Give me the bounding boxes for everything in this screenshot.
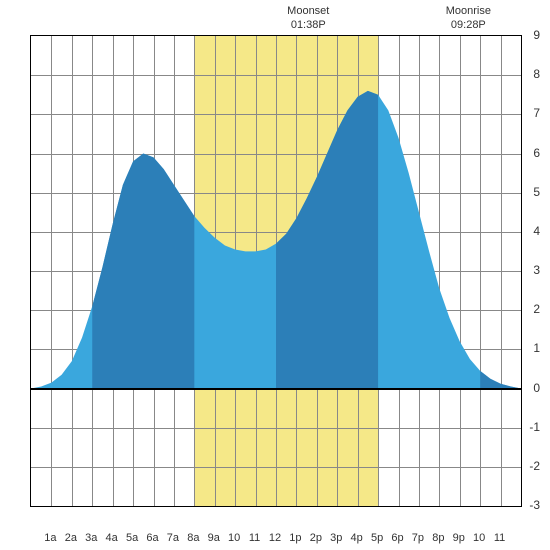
x-tick-label: 5a (126, 532, 138, 544)
zero-line (31, 388, 521, 390)
x-tick-label: 10 (228, 532, 240, 544)
x-tick-label: 9a (208, 532, 220, 544)
y-tick-label: 5 (533, 185, 540, 199)
x-tick-label: 8a (187, 532, 199, 544)
moon-annotation-time: 09:28P (446, 18, 491, 32)
y-tick-label: 8 (533, 67, 540, 81)
y-tick-label: 2 (533, 302, 540, 316)
y-tick-label: -1 (529, 420, 540, 434)
x-tick-label: 2p (310, 532, 322, 544)
x-tick-label: 5p (371, 532, 383, 544)
x-tick-label: 11 (494, 532, 505, 544)
x-tick-label: 7p (412, 532, 424, 544)
x-tick-label: 4p (351, 532, 363, 544)
tide-curve (31, 36, 521, 506)
moon-annotation-time: 01:38P (287, 18, 329, 32)
y-tick-label: 1 (533, 341, 540, 355)
x-tick-label: 8p (432, 532, 444, 544)
x-tick-label: 10 (473, 532, 485, 544)
moon-annotation-label: Moonrise (446, 5, 491, 17)
x-tick-label: 9p (453, 532, 465, 544)
plot-area (30, 35, 522, 507)
y-tick-label: 6 (533, 146, 540, 160)
y-tick-label: 9 (533, 28, 540, 42)
moon-annotation-label: Moonset (287, 5, 329, 17)
x-tick-label: 3p (330, 532, 342, 544)
y-tick-label: 0 (533, 381, 540, 395)
x-tick-label: 6a (146, 532, 158, 544)
x-tick-label: 3a (85, 532, 97, 544)
moon-annotation: Moonset01:38P (287, 4, 329, 33)
x-tick-label: 7a (167, 532, 179, 544)
x-tick-label: 1p (289, 532, 301, 544)
y-tick-label: -3 (529, 498, 540, 512)
y-tick-label: 4 (533, 224, 540, 238)
x-tick-label: 6p (391, 532, 403, 544)
moon-annotation: Moonrise09:28P (446, 4, 491, 33)
x-tick-label: 4a (106, 532, 118, 544)
x-tick-label: 12 (269, 532, 281, 544)
y-tick-label: 3 (533, 263, 540, 277)
x-tick-label: 1a (44, 532, 56, 544)
x-tick-label: 2a (65, 532, 77, 544)
y-tick-label: -2 (529, 459, 540, 473)
x-tick-label: 11 (249, 532, 260, 544)
y-tick-label: 7 (533, 106, 540, 120)
tide-chart: Moonset01:38PMoonrise09:28P -3-2-1012345… (0, 0, 550, 550)
